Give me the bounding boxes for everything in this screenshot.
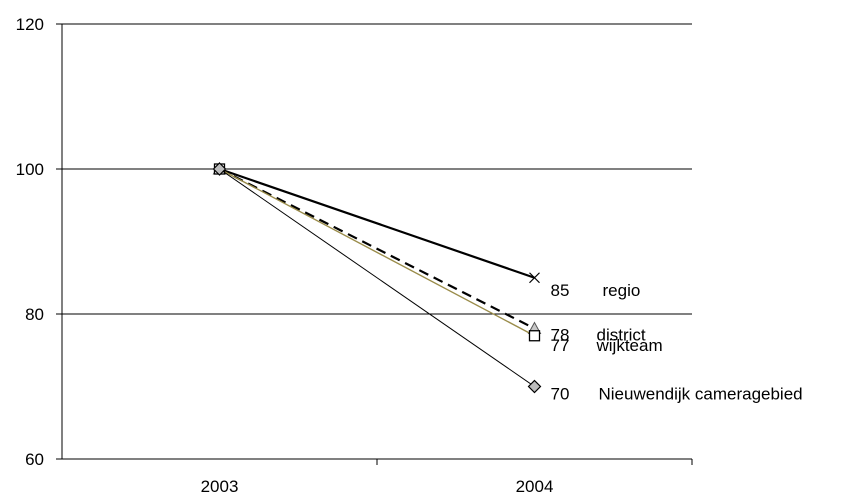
- marker-stroke: [529, 272, 540, 284]
- series-line-4: [219, 168, 535, 387]
- series-marker: [529, 272, 540, 284]
- y-tick-label: 120: [16, 15, 44, 34]
- series-name-label: wijkteam: [596, 336, 663, 355]
- series-name-label: district: [597, 326, 646, 345]
- series-marker: [212, 162, 227, 176]
- series-line-1: [219, 167, 535, 279]
- series-line-3: [219, 168, 535, 337]
- series-group: [212, 161, 542, 394]
- x-tick-label: 2004: [516, 477, 554, 496]
- end-value-label: 78: [551, 326, 570, 345]
- end-value-label: 85: [551, 281, 570, 300]
- series-marker: [528, 330, 541, 342]
- x-tick-label: 2003: [201, 477, 239, 496]
- series-name-label: regio: [603, 281, 641, 300]
- end-value-label: 70: [551, 385, 570, 404]
- y-tick-label: 100: [16, 160, 44, 179]
- axes: 60 80 100 120 2003 2004: [16, 15, 693, 496]
- series-marker: [527, 379, 542, 394]
- y-tick-label: 60: [25, 450, 44, 469]
- gridlines: [62, 23, 692, 315]
- series-line-2: [219, 168, 535, 330]
- end-value-label: 77: [551, 336, 570, 355]
- labels-group: 85 regio 78 district 77 wijkteam 70 Nieuwendijk…: [551, 281, 803, 404]
- series-name-label: Nieuwendijk cameragebied: [599, 385, 803, 404]
- y-tick-label: 80: [25, 305, 44, 324]
